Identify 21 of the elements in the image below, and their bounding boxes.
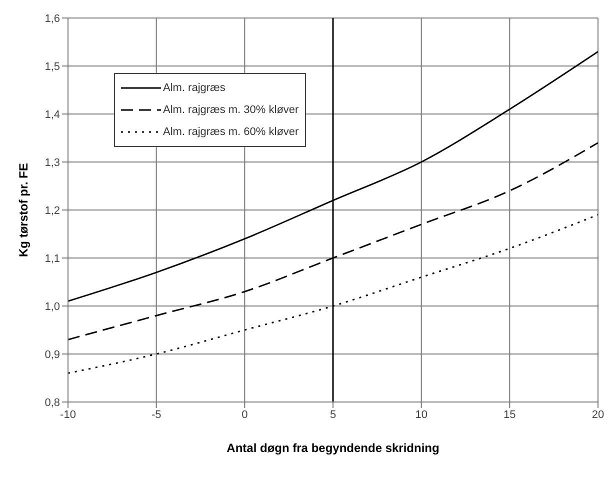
x-tick-label: 20 [592, 408, 604, 421]
y-tick-label: 1,2 [44, 204, 60, 217]
x-tick-label: 0 [242, 408, 248, 421]
x-tick-label: 10 [415, 408, 428, 421]
x-axis-title: Antal døgn fra begyndende skridning [226, 441, 440, 455]
y-tick-label: 1,0 [44, 300, 60, 313]
y-axis-title: Kg tørstof pr. FE [16, 163, 30, 257]
legend-label: Alm. rajgræs m. 60% kløver [163, 126, 299, 138]
x-tick-label: -10 [60, 408, 76, 421]
y-tick-label: 0,8 [44, 396, 60, 409]
x-tick-label: -5 [151, 408, 162, 421]
y-tick-label: 1,1 [44, 252, 60, 265]
x-tick-label: 5 [330, 408, 336, 421]
x-tick-label: 15 [504, 408, 516, 421]
y-tick-label: 0,9 [44, 348, 60, 361]
legend-label: Alm. rajgræs m. 30% kløver [163, 104, 299, 116]
y-tick-label: 1,6 [44, 12, 60, 25]
y-tick-label: 1,4 [44, 108, 60, 121]
y-tick-label: 1,5 [44, 60, 60, 73]
legend-label: Alm. rajgræs [163, 82, 226, 94]
y-tick-label: 1,3 [44, 156, 60, 169]
